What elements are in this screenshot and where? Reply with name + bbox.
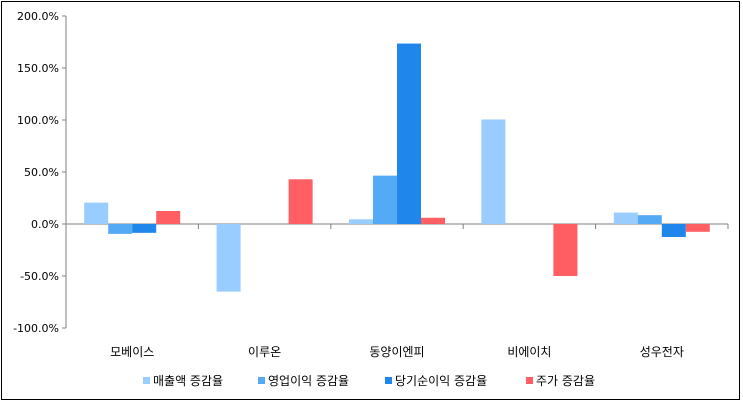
y-tick-label: -100.0% [13,322,59,335]
legend: 매출액 증감율 영업이익 증감율 당기순이익 증감율 주가 증감율 [143,374,595,388]
legend-label: 주가 증감율 [536,374,595,388]
category-label: 동양이엔피 [369,345,424,359]
y-tick-label: 150.0% [17,62,59,75]
y-tick-label: 0.0% [31,218,59,231]
bar [685,224,710,232]
legend-label: 영업이익 증감율 [268,374,349,388]
legend-swatch [143,377,150,384]
category-labels: 모베이스 이루온 동양이엔피 비에이치 성우전자 [110,345,684,359]
y-tick-label: 50.0% [24,166,59,179]
y-tick-label: 200.0% [17,10,59,23]
bar [397,43,421,225]
y-tick-label: 100.0% [17,114,59,127]
legend-label: 당기순이익 증감율 [395,374,487,388]
bar [421,217,445,224]
bar [288,179,313,224]
category-label: 성우전자 [640,345,684,359]
category-label: 비에이치 [507,345,551,359]
bar [349,219,373,224]
bar [156,211,181,224]
legend-swatch [526,377,533,384]
legend-swatch [385,377,392,384]
category-label: 이루온 [248,345,281,359]
bar [661,224,686,237]
legend-swatch [258,377,265,384]
category-label: 모베이스 [110,345,154,359]
bar [481,119,506,224]
y-tick-label: -50.0% [20,270,59,283]
bar [216,224,241,292]
bar [84,202,109,224]
bar [108,224,133,234]
bar [373,175,397,224]
bar [132,224,157,233]
y-tick-labels: 200.0% 150.0% 100.0% 50.0% 0.0% -50.0% -100.0% [13,10,59,335]
bar [553,224,578,276]
bar [613,212,638,224]
axes-layer [62,15,729,329]
bar [637,215,662,224]
legend-label: 매출액 증감율 [153,374,223,388]
bars-layer [84,43,710,292]
